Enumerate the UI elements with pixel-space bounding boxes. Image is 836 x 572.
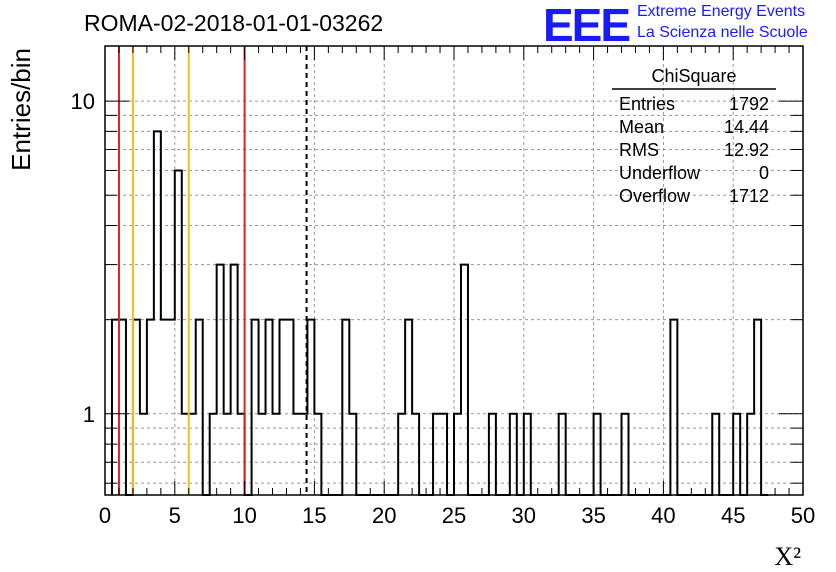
stats-label: Overflow (619, 186, 691, 206)
stats-value: 14.44 (724, 117, 769, 137)
x-tick-label: 40 (651, 503, 675, 528)
y-axis-title: Entries/bin (6, 48, 36, 171)
x-tick-label: 10 (232, 503, 256, 528)
x-tick-label: 50 (791, 503, 815, 528)
logo-line-2: La Scienza nelle Scuole (637, 24, 808, 41)
stats-value: 0 (759, 163, 769, 183)
stats-label: Mean (619, 117, 664, 137)
run-title: ROMA-02-2018-01-01-03262 (84, 10, 384, 36)
eee-logo: EEE (543, 0, 631, 51)
x-tick-label: 5 (169, 503, 181, 528)
y-tick-label: 1 (83, 402, 95, 427)
x-axis-title: X² (774, 542, 801, 571)
x-tick-label: 35 (581, 503, 605, 528)
x-tick-label: 30 (512, 503, 536, 528)
x-tick-label: 15 (302, 503, 326, 528)
x-tick-label: 20 (372, 503, 396, 528)
x-tick-label: 0 (99, 503, 111, 528)
stats-value: 1712 (729, 186, 769, 206)
stats-value: 1792 (729, 94, 769, 114)
y-tick-label: 10 (71, 89, 95, 114)
stats-label: RMS (619, 140, 659, 160)
x-tick-label: 25 (442, 503, 466, 528)
logo-line-1: Extreme Energy Events (637, 3, 806, 20)
stats-title: ChiSquare (651, 66, 736, 86)
stats-label: Entries (619, 94, 675, 114)
x-tick-label: 45 (721, 503, 745, 528)
stats-value: 12.92 (724, 140, 769, 160)
stats-label: Underflow (619, 163, 701, 183)
